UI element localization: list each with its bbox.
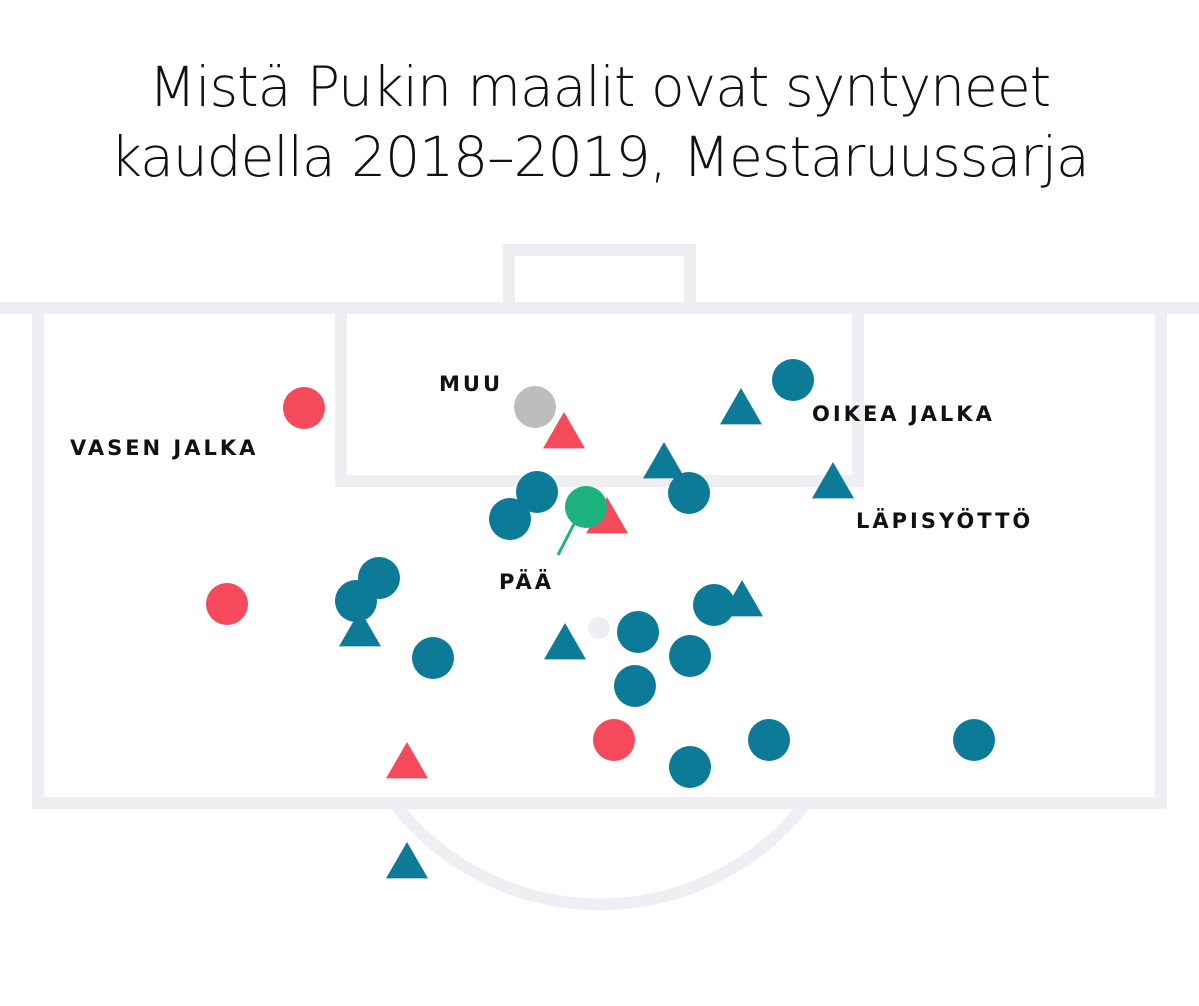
goal-triangle-right-foot-2 [643,441,685,479]
chart-title-line-2: kaudella 2018–2019, Mestaruussarja [110,125,1090,189]
label-other: MUU [439,372,503,396]
label-right-foot: OIKEA JALKA [812,402,995,426]
goal-circle-right-foot-15 [669,635,711,677]
label-left-foot: VASEN JALKA [70,436,258,460]
goal-circle-right-foot-12 [617,611,659,653]
label-head: PÄÄ [499,569,554,594]
goal-circle-right-foot-10 [412,637,454,679]
goal-area [335,308,864,487]
goal-circle-right-foot-19 [953,719,995,761]
goal-triangle-right-foot-11 [544,622,586,660]
goal-circle-right-foot-18 [669,746,711,788]
annotations: VASEN JALKA MUU OIKEA JALKA LÄPISYÖTTÖ P… [70,372,1033,594]
goal-frame [503,244,696,308]
goal-circle-right-foot-16 [614,665,656,707]
goal-circle-right-foot-4 [668,472,710,514]
pitch-lines [0,244,1199,911]
goal-triangle-right-foot-20 [386,841,428,879]
chart-title-line-1: Mistä Pukin maalit ovat syntyneet [148,55,1052,119]
goal-circle-other-27 [514,386,556,428]
goal-triangle-right-foot-1 [720,387,762,425]
goal-circle-left-foot-24 [206,583,248,625]
goal-circle-left-foot-21 [283,387,325,429]
goal-circle-right-foot-0 [772,359,814,401]
goal-circle-head-28 [565,486,607,528]
penalty-arc [389,799,811,911]
goal-circle-left-foot-25 [593,719,635,761]
goal-triangle-left-foot-26 [386,741,428,779]
label-through-ball: LÄPISYÖTTÖ [856,508,1033,533]
goal-triangle-right-foot-3 [812,461,854,499]
head-leader-line [556,521,577,556]
goal-triangle-left-foot-22 [543,411,585,449]
goal-circle-right-foot-8 [335,580,377,622]
goal-circle-right-foot-17 [748,719,790,761]
goal-triangle-right-foot-9 [339,609,381,647]
chart-title: Mistä Pukin maalit ovat syntyneet kaudel… [0,52,1199,192]
penalty-area [32,308,1167,809]
goal-circle-right-foot-5 [516,471,558,513]
goal-circle-right-foot-6 [489,498,531,540]
penalty-spot [588,617,610,639]
goal-marks [206,359,995,879]
goal-triangle-right-foot-14 [721,579,763,617]
